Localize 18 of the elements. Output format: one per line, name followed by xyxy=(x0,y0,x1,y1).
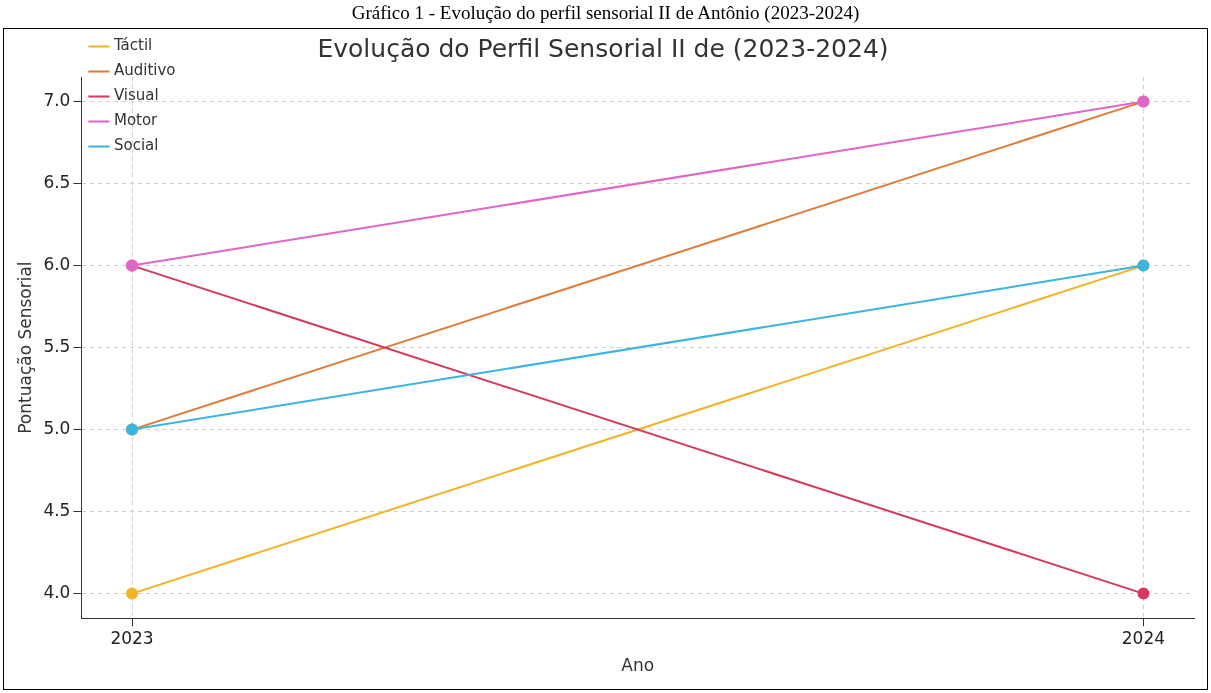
legend-label: Visual xyxy=(113,86,159,105)
y-tick-label: 4.5 xyxy=(43,500,71,521)
y-tick-label: 6.0 xyxy=(43,254,71,275)
x-tick-label: 2024 xyxy=(1121,627,1166,648)
chart-subtitle: Evolução do Perfil Sensorial II de (2023-2024) xyxy=(317,33,889,63)
x-tick-label: 2023 xyxy=(110,627,154,648)
y-tick-label: 6.5 xyxy=(43,172,71,193)
y-tick-label: 5.5 xyxy=(43,336,71,357)
x-axis-title: Ano xyxy=(621,655,655,676)
chart-title: Gráfico 1 - Evolução do perfil sensorial II de Antônio (2023-2024) xyxy=(350,1,861,25)
legend-label: Táctil xyxy=(112,36,153,55)
legend-label: Social xyxy=(113,136,159,155)
legend-label: Motor xyxy=(113,111,159,130)
y-tick-label: 4.0 xyxy=(43,582,71,603)
y-axis-title: Pontuação Sensorial xyxy=(14,261,35,434)
legend-label: Auditivo xyxy=(113,61,176,80)
y-tick-label: 5.0 xyxy=(43,418,71,439)
y-tick-label: 7.0 xyxy=(43,90,71,111)
